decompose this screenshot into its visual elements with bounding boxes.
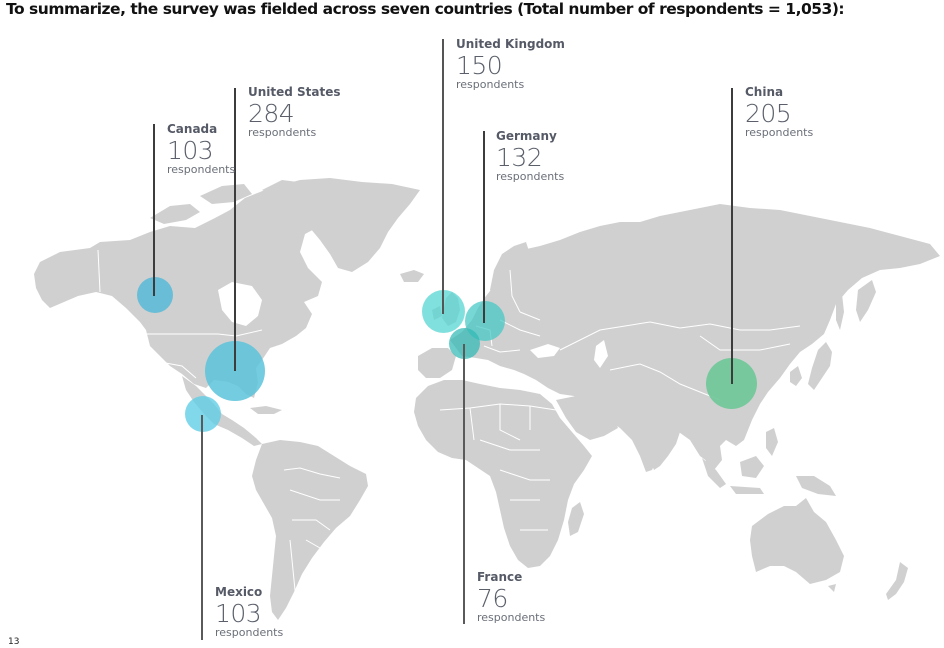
respondent-count: 76 <box>477 584 508 613</box>
respondent-unit: respondents <box>477 611 546 624</box>
label-germany: Germany 132 respondents <box>496 129 564 183</box>
country-name: United States <box>248 85 341 99</box>
respondent-unit: respondents <box>496 170 565 183</box>
respondent-unit: respondents <box>215 626 284 639</box>
bubble-canada <box>137 277 173 313</box>
country-name: China <box>745 85 784 99</box>
label-china: China 205 respondents <box>745 85 813 139</box>
country-name: France <box>477 570 523 584</box>
respondent-count: 103 <box>167 136 214 165</box>
respondent-count: 132 <box>496 143 543 172</box>
country-name: United Kingdom <box>456 37 565 51</box>
label-united-states: United States 284 respondents <box>248 85 341 139</box>
label-canada: Canada 103 respondents <box>167 122 235 176</box>
label-united-kingdom: United Kingdom 150 respondents <box>456 37 565 91</box>
country-name: Canada <box>167 122 218 136</box>
bubble-mexico <box>185 396 221 432</box>
respondent-count: 205 <box>745 99 792 128</box>
page-title: To summarize, the survey was fielded acr… <box>6 0 845 18</box>
country-name: Mexico <box>215 585 263 599</box>
respondent-unit: respondents <box>745 126 814 139</box>
respondent-count: 150 <box>456 51 503 80</box>
label-france: France 76 respondents <box>477 570 545 624</box>
label-mexico: Mexico 103 respondents <box>215 585 283 639</box>
respondent-unit: respondents <box>167 163 236 176</box>
country-name: Germany <box>496 129 557 143</box>
respondent-unit: respondents <box>456 78 525 91</box>
respondent-unit: respondents <box>248 126 317 139</box>
page-number: 13 <box>8 637 20 647</box>
respondent-count: 103 <box>215 599 262 628</box>
respondent-count: 284 <box>248 99 295 128</box>
